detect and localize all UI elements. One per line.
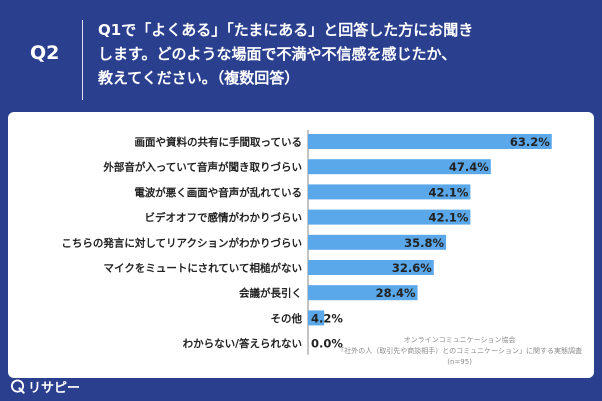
bar: [308, 209, 471, 225]
bar: [308, 285, 418, 301]
category-label: その他: [271, 312, 303, 325]
category-label: 画面や資料の共有に手間取っている: [135, 136, 302, 149]
source-line: 「社外の人（取引先や商談相手）とのコミュニケーション」に関する実態調査: [337, 347, 582, 355]
category-label: わからない/答えられない: [183, 337, 302, 350]
chart-panel: 画面や資料の共有に手間取っている 63.2% 外部音が入っていて音声が聞き取りづらい…: [8, 112, 594, 378]
bar: [308, 260, 434, 275]
value-label: 28.4%: [376, 286, 416, 300]
value-label: 32.6%: [392, 261, 432, 275]
question-line: Q1で「よくある」「たまにある」と回答した方にお聞き: [98, 21, 474, 39]
question-number: Q2: [30, 42, 60, 64]
value-label: 0.0%: [311, 337, 343, 351]
value-label: 42.1%: [428, 211, 468, 225]
bar: [308, 134, 552, 149]
bar: [308, 159, 491, 175]
question-text: Q1で「よくある」「たまにある」と回答した方にお聞き します。どのような場面で不…: [98, 18, 578, 90]
question-header: Q2 Q1で「よくある」「たまにある」と回答した方にお聞き します。どのような場…: [0, 0, 602, 112]
bar: [308, 310, 325, 326]
header-divider: [82, 20, 83, 100]
question-line: 教えてください。（複数回答）: [98, 69, 300, 87]
value-label: 35.8%: [404, 236, 444, 250]
category-label: マイクをミュートにされていて相槌がない: [104, 262, 302, 275]
brand-name: リサピー: [28, 381, 81, 396]
bar-chart: 画面や資料の共有に手間取っている 63.2% 外部音が入っていて音声が聞き取りづらい…: [61, 130, 552, 355]
value-label: 4.2%: [311, 311, 343, 325]
value-label: 63.2%: [510, 135, 550, 149]
bar: [308, 234, 447, 250]
source-note: オンラインコミュニケーション協会 「社外の人（取引先や商談相手）とのコミュニケー…: [337, 335, 582, 368]
bar: [308, 184, 471, 200]
source-line: オンラインコミュニケーション協会: [403, 336, 516, 344]
speech-bubble-q-icon: [10, 379, 25, 394]
category-label: ビデオオフで感情がわかりづらい: [145, 211, 303, 224]
question-line: します。どのような場面で不満や不信感を感じたか、: [98, 45, 457, 63]
brand-logo: リサピー: [10, 377, 80, 396]
value-label: 42.1%: [428, 185, 468, 199]
category-label: 外部音が入っていて音声が聞き取りづらい: [102, 161, 302, 174]
category-label: こちらの発言に対してリアクションがわかりづらい: [61, 236, 302, 249]
value-label: 47.4%: [449, 160, 489, 174]
category-label: 電波が悪く画面や音声が乱れている: [134, 186, 302, 199]
category-label: 会議が長引く: [239, 287, 302, 300]
source-line: (n=95): [447, 358, 472, 366]
